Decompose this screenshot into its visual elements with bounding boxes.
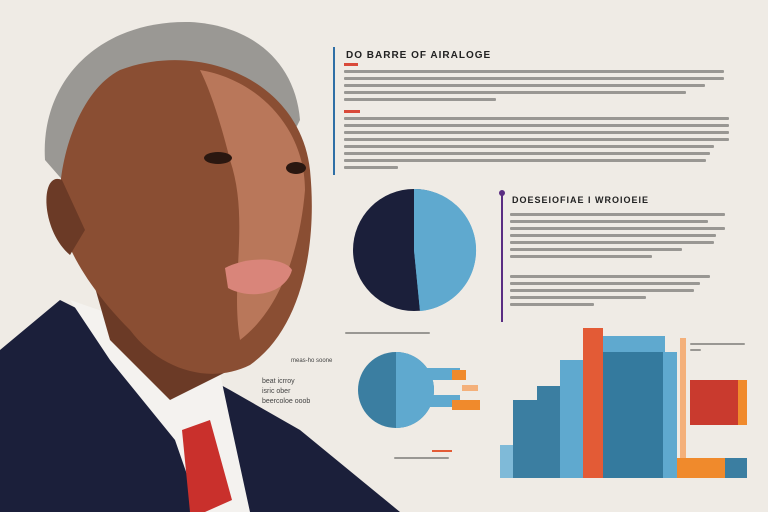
connector-bar-1 <box>420 368 460 380</box>
red-box <box>690 380 742 425</box>
eye-left <box>204 152 232 164</box>
label-left-1: beat icrroy <box>262 378 295 385</box>
section2-dot <box>499 190 505 196</box>
label-pie-small: meas-ho soone <box>291 358 333 364</box>
bar-graphic <box>500 328 747 478</box>
eye-right <box>286 162 306 174</box>
pie-small-slice <box>396 352 434 428</box>
section2-heading: DOESEIOFIAE I WROIOEIE <box>512 195 650 205</box>
label-left-2: isric ober <box>262 388 291 395</box>
pie-chart-small <box>358 352 480 452</box>
orange-line <box>432 450 452 452</box>
bar-3 <box>537 386 561 478</box>
bottom-caption <box>394 457 449 463</box>
bar-7 <box>663 352 677 478</box>
bar-4 <box>560 360 584 478</box>
orange-bar-1 <box>452 370 466 380</box>
bottom-orange <box>677 458 727 478</box>
bar-orange-strip <box>680 338 686 478</box>
orange-bar-3 <box>462 385 478 391</box>
section1-paragraph-2 <box>344 117 729 173</box>
label-left-3: beercoloe ooob <box>262 398 311 405</box>
pie-chart-large <box>353 188 477 311</box>
tie <box>182 420 232 512</box>
portrait <box>0 21 400 512</box>
mouth <box>225 259 292 295</box>
orange-box <box>738 380 747 425</box>
bottom-blue <box>725 458 747 478</box>
orange-bar-2 <box>452 400 480 410</box>
tag-red-2 <box>344 110 360 113</box>
connector-bar-2 <box>420 395 460 407</box>
pie-small-caption <box>345 332 430 338</box>
section2-paragraph-1 <box>510 213 725 262</box>
bar-caption <box>690 343 745 355</box>
tag-red <box>344 63 358 66</box>
section2-accent-bar <box>501 192 503 322</box>
section1-accent-bar <box>333 47 335 175</box>
bar-6-inner <box>603 352 663 478</box>
section2-paragraph-2 <box>510 275 710 310</box>
bar-5 <box>583 328 603 478</box>
section1-heading: DO BARRE OF AIRALOGE <box>346 50 492 61</box>
section1-paragraph-1 <box>344 70 724 105</box>
ear <box>46 178 85 255</box>
